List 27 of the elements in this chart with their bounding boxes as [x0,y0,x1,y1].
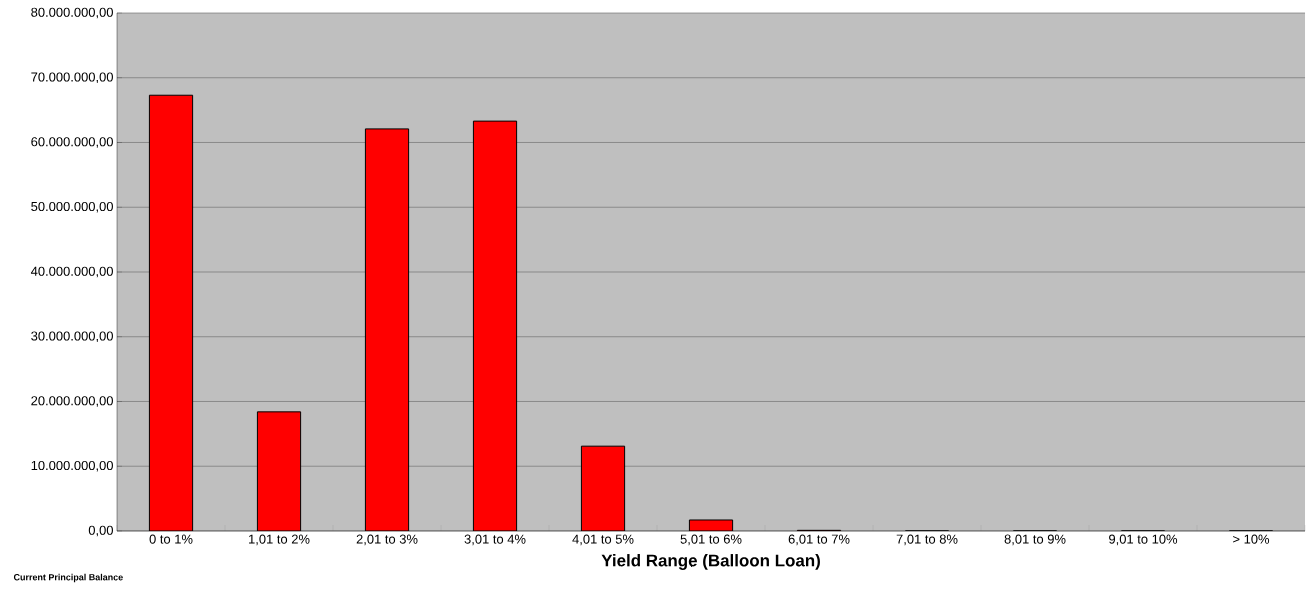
y-tick-label: 10.000.000,00 [31,460,113,472]
x-tick-label: > 10% [1233,534,1270,544]
x-tick-label: 0 to 1% [149,534,193,544]
bar [580,445,626,531]
x-tick-label: 7,01 to 8% [896,534,958,546]
x-tick-label: 6,01 to 7% [788,534,850,546]
y-tick-label: 50.000.000,00 [31,201,113,213]
x-tick-label: 3,01 to 4% [464,534,526,546]
x-tick-label: 9,01 to 10% [1109,534,1178,546]
y-tick-label: 60.000.000,00 [31,137,113,148]
y-tick-label: 80.000.000,00 [31,7,113,19]
y-axis-title: Current Principal Balance [13,573,123,583]
x-tick-label: 5,01 to 6% [680,534,742,546]
bar [364,128,410,531]
y-tick-label: 30.000.000,00 [31,331,113,343]
bar [148,94,194,531]
y-tick-label: 20.000.000,00 [31,396,113,407]
y-tick-label: 40.000.000,00 [30,266,113,278]
x-tick-label: 8,01 to 9% [1004,534,1066,546]
x-axis-title: Yield Range (Balloon Loan) [601,554,820,570]
x-tick-label: 1,01 to 2% [249,534,310,546]
bar [256,411,302,531]
y-tick-label: 70.000.000,00 [31,72,113,84]
x-tick-label: 2,01 to 3% [356,534,418,546]
bar [472,120,518,531]
x-tick-label: 4,01 to 5% [572,534,634,546]
y-tick-label: 0,00 [88,525,113,537]
